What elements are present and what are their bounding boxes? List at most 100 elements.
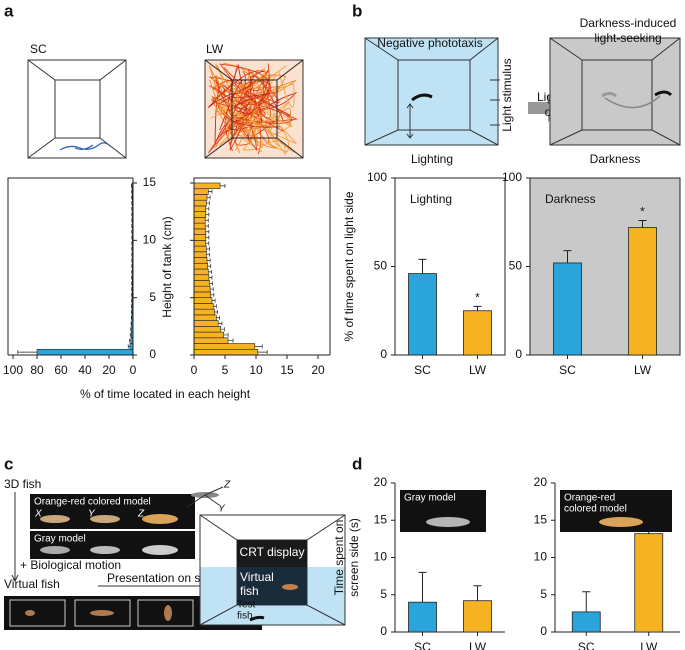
group-label: SC	[30, 42, 47, 56]
x-axis-label: % of time located in each height	[80, 387, 251, 401]
x-tick-label: SC	[578, 640, 595, 650]
x-tick-label: 10	[249, 363, 263, 377]
bar	[193, 205, 207, 212]
error-bar	[130, 321, 132, 326]
bar	[193, 234, 207, 241]
error-bar	[131, 189, 133, 194]
error-bar	[206, 201, 210, 206]
error-bar	[130, 315, 132, 320]
panel-label: b	[352, 1, 362, 20]
x-tick-label: 20	[311, 363, 325, 377]
significance: *	[640, 205, 645, 219]
x-tick-label: 0	[191, 363, 198, 377]
x-tick-label: SC	[414, 640, 431, 650]
label: Virtual fish	[4, 577, 60, 591]
bar	[408, 273, 437, 356]
error-bar	[131, 218, 133, 223]
error-bar	[220, 327, 225, 332]
x-tick-label: 0	[130, 363, 137, 377]
bar	[193, 262, 208, 270]
error-bar	[131, 229, 133, 234]
bar	[193, 182, 221, 190]
x-tick-label: LW	[469, 640, 487, 650]
label: Gray model	[34, 534, 86, 545]
y-tick-label: 100	[367, 170, 387, 184]
bar	[553, 262, 582, 356]
error-bar	[131, 224, 133, 228]
bar	[634, 533, 664, 633]
bar	[193, 320, 219, 327]
error-bar	[563, 250, 572, 263]
error-bar	[131, 201, 133, 206]
error-bar	[208, 275, 213, 280]
y-tick-label: 0	[149, 347, 156, 361]
error-bar	[131, 183, 133, 188]
error-bar	[131, 281, 133, 286]
fish-image	[599, 517, 643, 527]
bar	[193, 257, 208, 264]
bar	[193, 211, 207, 218]
error-bar	[206, 252, 210, 257]
x-tick-label: SC	[414, 363, 431, 377]
y-tick-label: 10	[143, 233, 157, 247]
trajectory	[216, 70, 295, 137]
x-tick-label: 40	[78, 363, 92, 377]
y-tick-label: 0	[380, 624, 387, 638]
y-tick-label: 20	[534, 475, 548, 489]
error-bar	[209, 281, 213, 286]
bar	[193, 314, 217, 321]
axis-frame	[7, 177, 135, 356]
x-tick-label: SC	[559, 363, 576, 377]
x-tick-label: LW	[469, 363, 487, 377]
annotation: Darkness-induced	[580, 16, 677, 30]
bar	[193, 194, 208, 201]
trajectory	[211, 68, 280, 155]
bar	[193, 217, 206, 224]
error-bar	[131, 246, 133, 251]
annotation: Light stimulus	[500, 58, 514, 131]
error-bar	[131, 264, 133, 269]
lighting-tank	[364, 37, 500, 146]
trajectory	[215, 68, 297, 156]
bar	[193, 343, 256, 350]
bar	[193, 331, 225, 339]
error-bar	[17, 350, 37, 355]
trajectory	[208, 64, 291, 128]
y-tick-label: 0	[540, 624, 547, 638]
error-bar	[131, 275, 133, 280]
bar	[193, 188, 209, 195]
error-bar	[205, 224, 209, 228]
error-bar	[210, 287, 214, 292]
chart-title: Gray model	[404, 493, 456, 504]
error-bar	[127, 344, 130, 349]
error-bar	[131, 298, 133, 303]
error-bar	[216, 315, 220, 320]
x-tick-label: 60	[54, 363, 68, 377]
label: Virtual	[240, 570, 274, 584]
y-tick-label: 5	[540, 587, 547, 601]
y-tick-label: 10	[374, 550, 388, 564]
bar	[193, 228, 207, 235]
label: fish	[237, 611, 253, 622]
error-bar	[207, 264, 212, 269]
bar	[193, 337, 229, 344]
bar	[193, 280, 210, 287]
axis-name: X	[34, 509, 42, 520]
x-tick-label: 5	[222, 363, 229, 377]
tank-lw	[204, 59, 304, 159]
axis-name: Y	[218, 504, 226, 515]
annotation: light-seeking	[594, 31, 661, 45]
error-bar	[254, 344, 263, 349]
y-tick-label: 15	[143, 175, 157, 189]
error-bar	[131, 252, 133, 257]
label: Orange-red colored model	[34, 497, 151, 508]
axis-name: Z	[223, 480, 231, 491]
chart-title: colored model	[564, 504, 627, 515]
error-bar	[582, 591, 591, 612]
axis-frame	[193, 177, 331, 356]
y-tick-label: 5	[149, 290, 156, 304]
y-axis-label: % of time spent on light side	[342, 191, 356, 341]
y-tick-label: 50	[509, 259, 523, 273]
y-tick-label: 20	[374, 475, 388, 489]
error-bar	[131, 235, 133, 240]
